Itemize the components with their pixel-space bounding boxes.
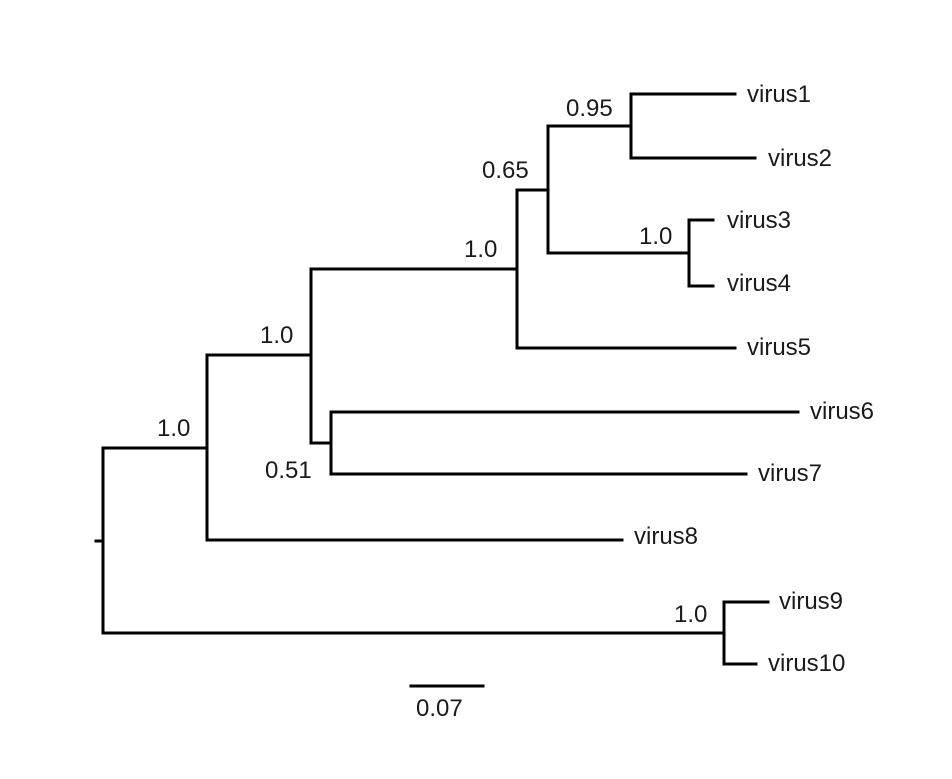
tip-label-virus1: virus1 [747,81,811,108]
tip-label-virus4: virus4 [727,270,791,297]
tip-label-virus10: virus10 [768,650,845,677]
tip-label-virus8: virus8 [634,523,698,550]
support-value-v1-v5: 1.0 [464,236,497,263]
tip-label-virus5: virus5 [747,334,811,361]
tip-label-virus2: virus2 [768,145,832,172]
tip-label-virus9: virus9 [779,588,843,615]
tip-label-virus6: virus6 [810,398,874,425]
support-value-v1-v4: 0.65 [482,157,529,184]
tip-label-virus3: virus3 [727,207,791,234]
support-value-v9-v10: 1.0 [674,601,707,628]
support-value-v6-v7: 0.51 [265,457,312,484]
support-value-v1-v8: 1.0 [157,415,190,442]
support-value-v1-v7: 1.0 [260,322,293,349]
tip-label-virus7: virus7 [758,460,822,487]
support-value-v1-v2: 0.95 [566,95,613,122]
scale-bar-label: 0.07 [416,695,463,722]
support-value-v3-v4: 1.0 [639,223,672,250]
